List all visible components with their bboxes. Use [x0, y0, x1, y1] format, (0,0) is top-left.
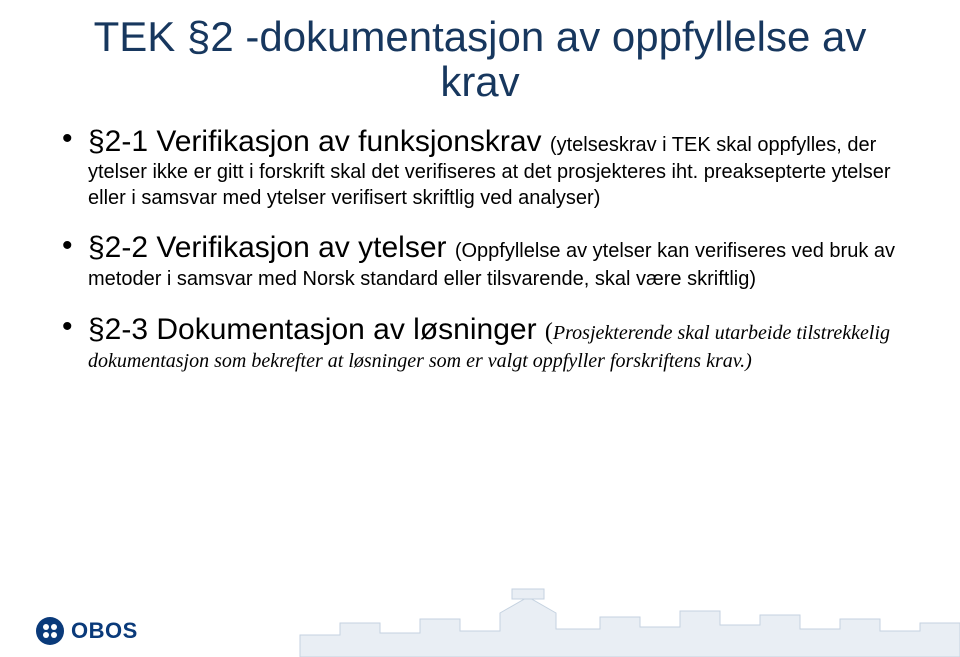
brand-logo: OBOS [36, 617, 138, 645]
bullet-paren-open: ( [545, 319, 553, 345]
logo-text: OBOS [71, 618, 138, 644]
list-item: §2-2 Verifikasjon av ytelser (Oppfyllels… [58, 229, 902, 292]
footer-skyline [0, 583, 960, 657]
bullet-list: §2-1 Verifikasjon av funksjonskrav (ytel… [58, 123, 902, 374]
bullet-lead: §2-3 Dokumentasjon av løsninger [88, 313, 545, 346]
list-item: §2-1 Verifikasjon av funksjonskrav (ytel… [58, 123, 902, 212]
logo-icon [36, 617, 64, 645]
slide: TEK §2 -dokumentasjon av oppfyllelse av … [0, 0, 960, 657]
bullet-lead: §2-2 Verifikasjon av ytelser [88, 231, 455, 264]
bullet-lead: §2-1 Verifikasjon av funksjonskrav [88, 125, 550, 158]
list-item: §2-3 Dokumentasjon av løsninger (Prosjek… [58, 311, 902, 375]
slide-title: TEK §2 -dokumentasjon av oppfyllelse av … [58, 14, 902, 105]
